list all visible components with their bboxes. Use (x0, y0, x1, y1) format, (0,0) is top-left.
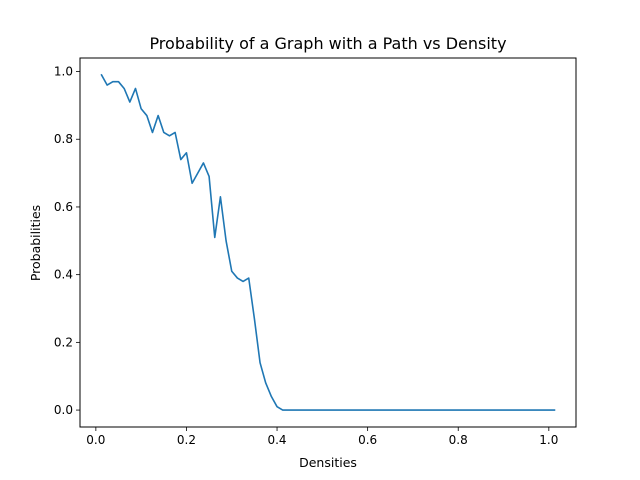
x-tick-label: 0.2 (177, 433, 196, 447)
x-axis-label: Densities (299, 455, 357, 470)
y-tick-label: 0.4 (54, 268, 73, 282)
x-tick-label: 0.6 (358, 433, 377, 447)
x-axis-ticks: 0.0 0.2 0.4 0.6 0.8 1.0 (86, 427, 558, 447)
y-tick-label: 0.8 (54, 132, 73, 146)
y-tick-label: 0.0 (54, 403, 73, 417)
x-tick-label: 1.0 (539, 433, 558, 447)
axes-frame (79, 57, 577, 428)
series-line-0 (100, 73, 556, 411)
y-axis-ticks: 0.0 0.2 0.4 0.6 0.8 1.0 (54, 65, 80, 417)
plot-area (100, 73, 556, 411)
y-tick-label: 1.0 (54, 65, 73, 79)
x-tick-label: 0.8 (449, 433, 468, 447)
y-axis-label: Probabilities (28, 205, 43, 281)
x-tick-label: 0.4 (267, 433, 286, 447)
x-tick-label: 0.0 (86, 433, 105, 447)
chart-title: Probability of a Graph with a Path vs De… (149, 34, 506, 53)
y-tick-label: 0.2 (54, 335, 73, 349)
y-tick-label: 0.6 (54, 200, 73, 214)
